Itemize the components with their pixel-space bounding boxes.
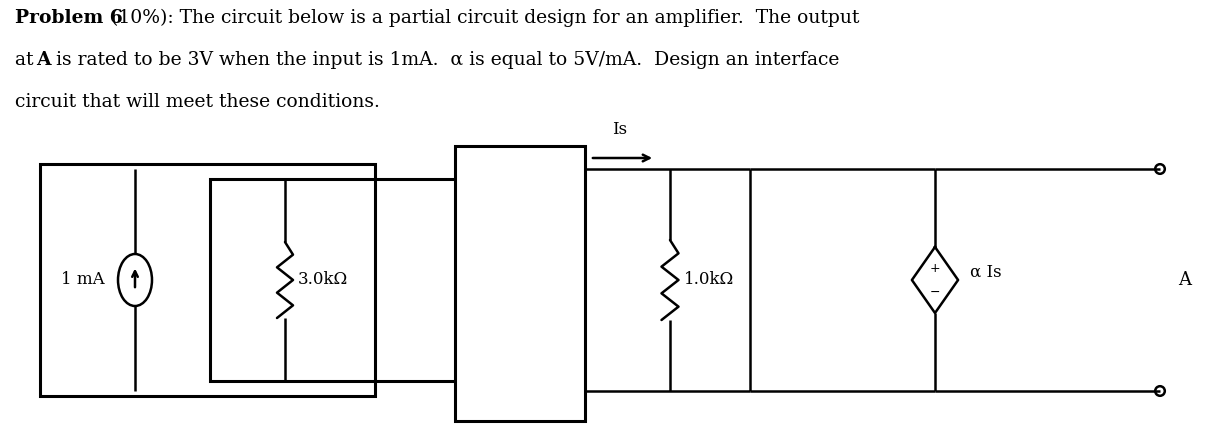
Text: 1 mA: 1 mA	[61, 272, 105, 288]
Bar	[456, 146, 585, 421]
Text: A: A	[1178, 271, 1191, 289]
Text: Is: Is	[613, 121, 627, 138]
Text: A: A	[37, 51, 50, 69]
Text: is rated to be 3V when the input is 1mA.  α is equal to 5V/mA.  Design an interf: is rated to be 3V when the input is 1mA.…	[50, 51, 839, 69]
Text: (10%): The circuit below is a partial circuit design for an amplifier.  The outp: (10%): The circuit below is a partial ci…	[105, 9, 860, 27]
Text: Problem 6: Problem 6	[15, 9, 123, 27]
Text: at: at	[15, 51, 39, 69]
Text: circuit that will meet these conditions.: circuit that will meet these conditions.	[15, 93, 380, 111]
Bar	[40, 164, 375, 396]
Bar	[209, 179, 480, 381]
Text: 3.0kΩ: 3.0kΩ	[298, 272, 348, 288]
Text: α Is: α Is	[970, 264, 1001, 280]
Text: +: +	[929, 262, 940, 275]
Text: 1.0kΩ: 1.0kΩ	[685, 272, 734, 288]
Text: −: −	[929, 286, 940, 299]
